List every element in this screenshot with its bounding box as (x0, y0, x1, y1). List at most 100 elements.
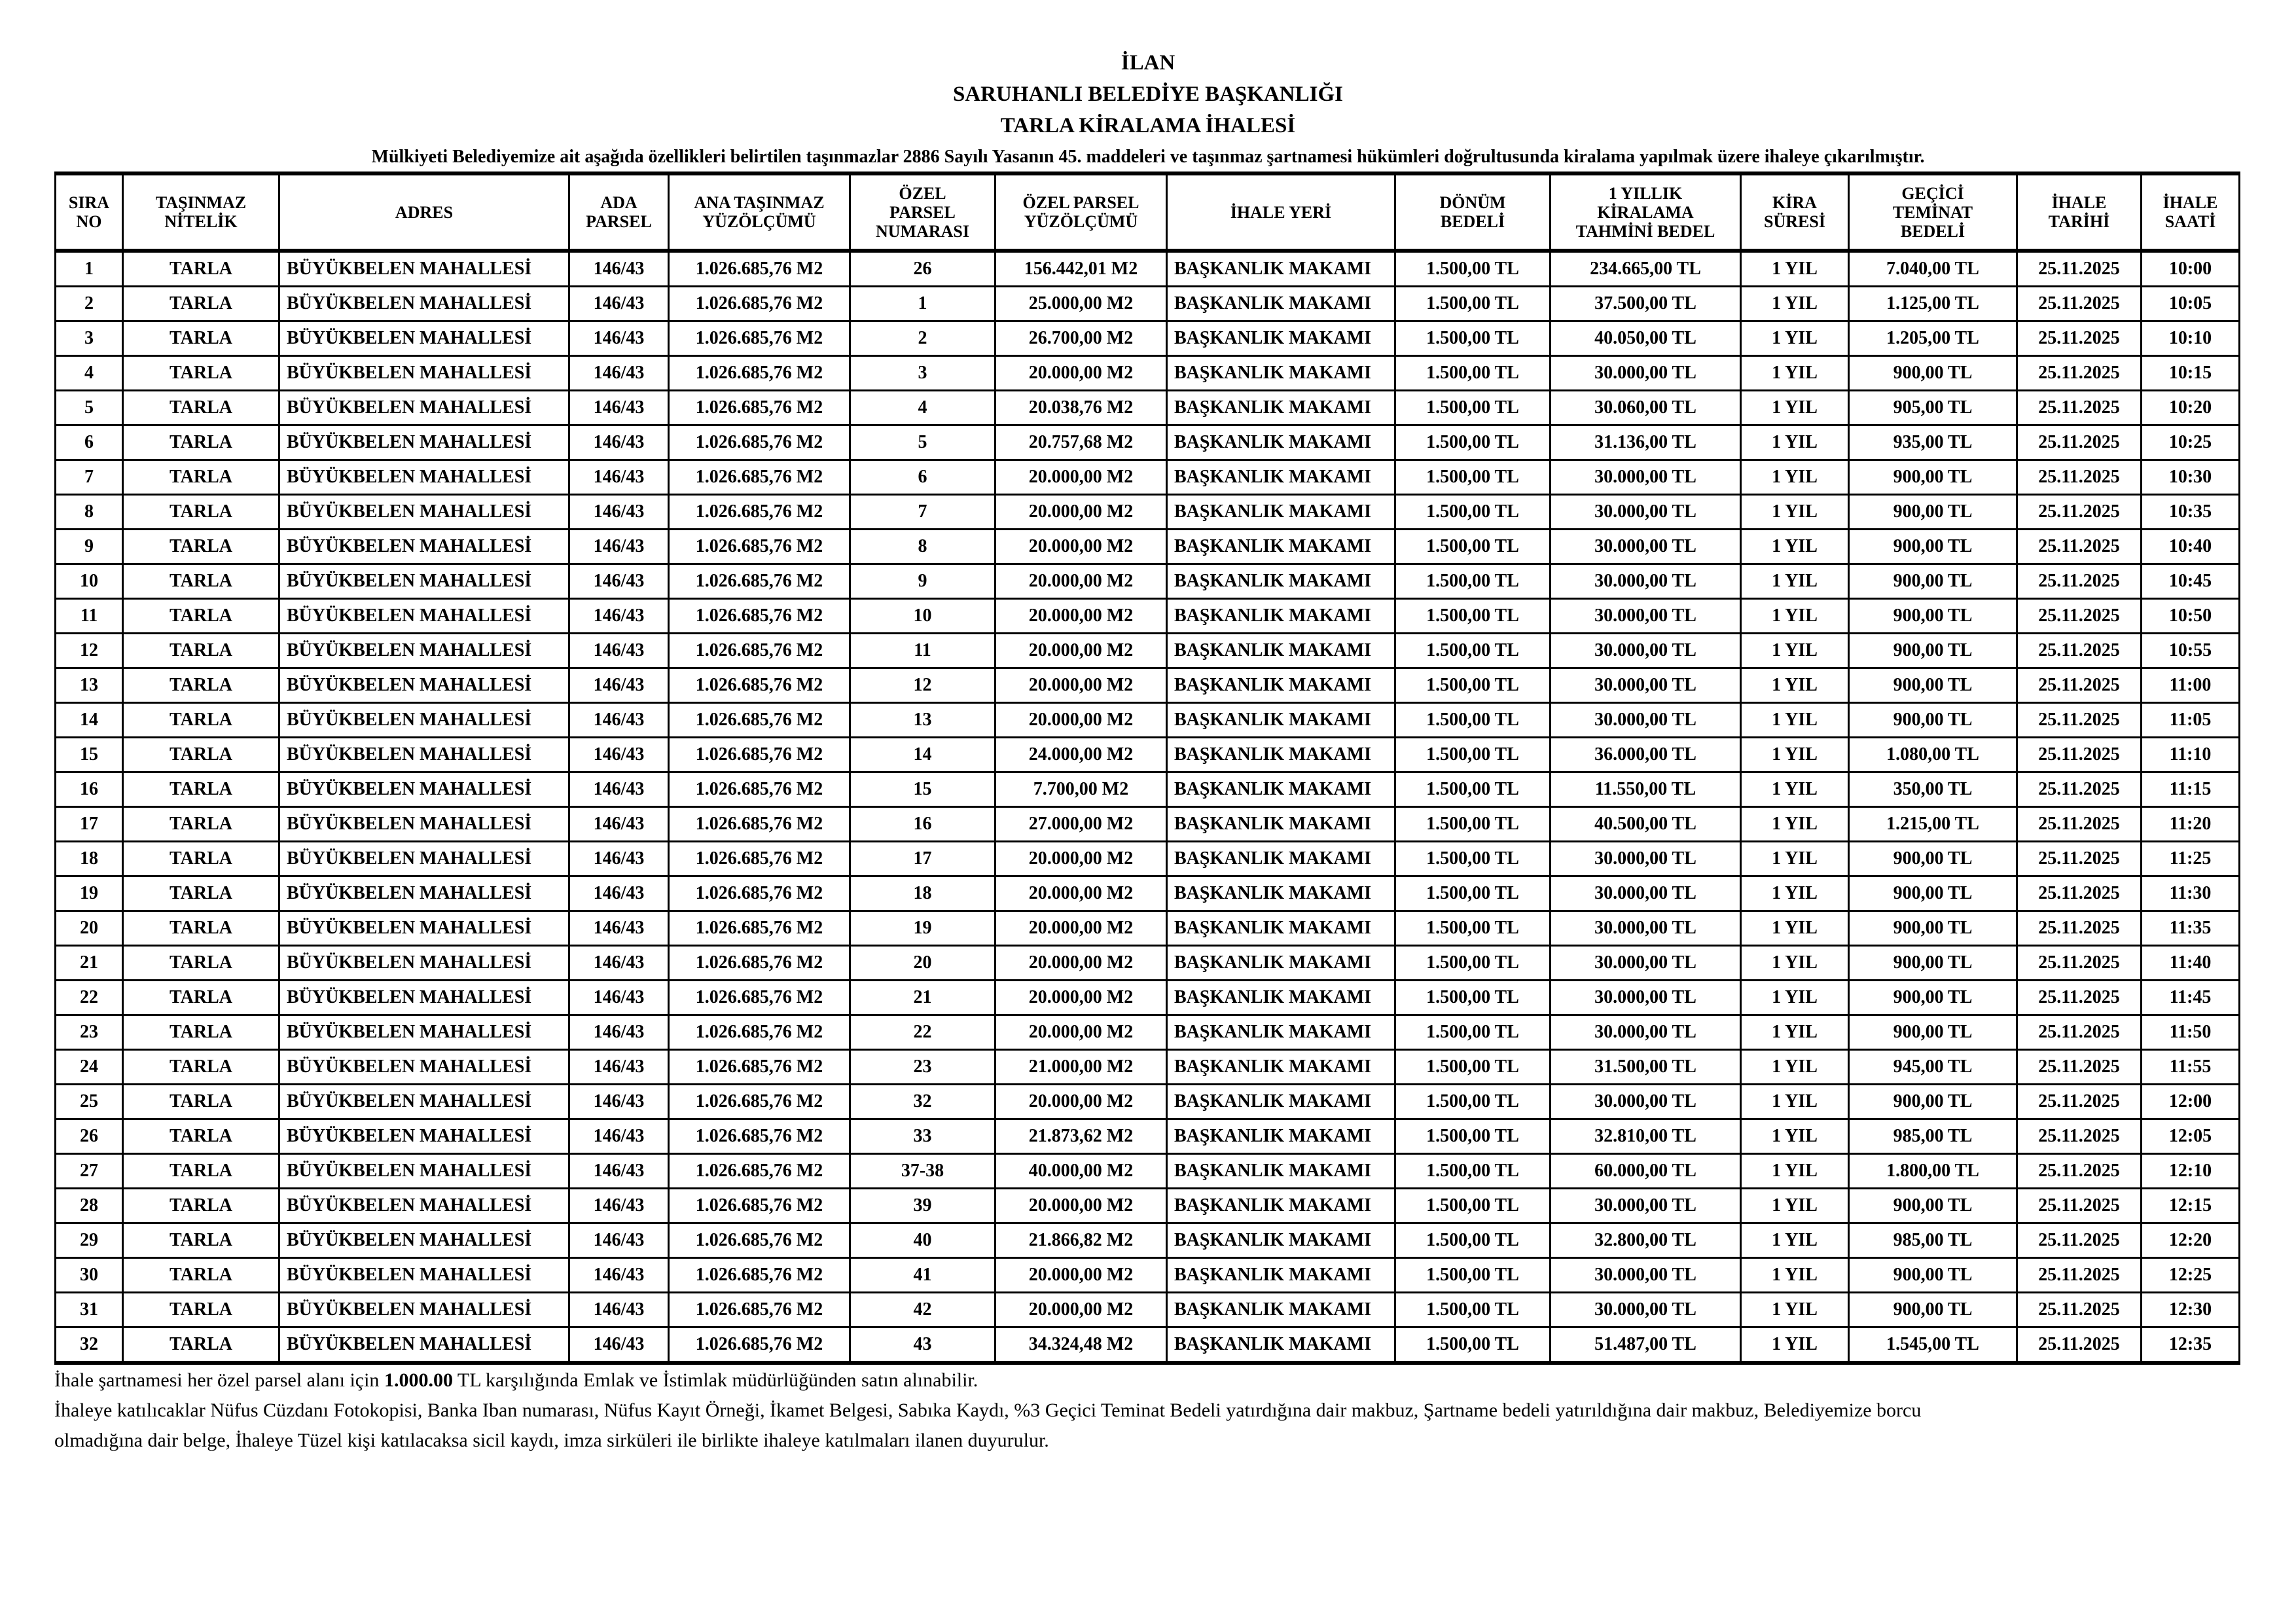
cell-kira-suresi: 1 YIL (1740, 1257, 1850, 1293)
cell-adres: BÜYÜKBELEN MAHALLESİ (278, 563, 570, 600)
cell-ozel-parsel-yuzolcumu: 20.000,00 M2 (994, 702, 1168, 738)
cell-ozel-parsel-numarasi: 1 (849, 285, 996, 322)
cell-adres: BÜYÜKBELEN MAHALLESİ (278, 1049, 570, 1085)
table-row: 10 TARLA BÜYÜKBELEN MAHALLESİ 146/43 1.026.6… (54, 563, 2240, 600)
cell-ozel-parsel-yuzolcumu: 7.700,00 M2 (994, 771, 1168, 808)
cell-tasinmaz-nitelik: TARLA (122, 320, 280, 357)
cell-kira-suresi: 1 YIL (1740, 806, 1850, 842)
cell-yillik-kiralama-bedeli: 36.000,00 TL (1549, 736, 1742, 773)
cell-ihale-tarihi: 25.11.2025 (2016, 528, 2142, 565)
cell-kira-suresi: 1 YIL (1740, 320, 1850, 357)
cell-tasinmaz-nitelik: TARLA (122, 1049, 280, 1085)
cell-sira-no: 17 (54, 806, 124, 842)
cell-ozel-parsel-yuzolcumu: 20.000,00 M2 (994, 979, 1168, 1016)
cell-kira-suresi: 1 YIL (1740, 1291, 1850, 1328)
cell-tasinmaz-nitelik: TARLA (122, 1257, 280, 1293)
cell-ihale-tarihi: 25.11.2025 (2016, 806, 2142, 842)
cell-kira-suresi: 1 YIL (1740, 910, 1850, 947)
cell-ihale-yeri: BAŞKANLIK MAKAMI (1166, 1118, 1396, 1155)
column-header-yillik-kiralama-bedeli: 1 YILLIK KİRALAMA TAHMİNİ BEDEL (1549, 172, 1742, 252)
cell-ihale-yeri: BAŞKANLIK MAKAMI (1166, 494, 1396, 530)
cell-ihale-saati: 10:20 (2140, 389, 2240, 426)
cell-sira-no: 11 (54, 598, 124, 634)
cell-ana-tasinmaz-yuzolcumu: 1.026.685,76 M2 (668, 1222, 851, 1259)
cell-ihale-yeri: BAŞKANLIK MAKAMI (1166, 355, 1396, 391)
note-text: TL karşılığında Emlak ve İstimlak müdürl… (452, 1369, 978, 1391)
table-row: 19 TARLA BÜYÜKBELEN MAHALLESİ 146/43 1.026.6… (54, 875, 2240, 912)
cell-ada-parsel: 146/43 (568, 771, 670, 808)
cell-gecici-teminat-bedeli: 900,00 TL (1848, 1014, 2018, 1051)
cell-ozel-parsel-yuzolcumu: 20.000,00 M2 (994, 494, 1168, 530)
cell-tasinmaz-nitelik: TARLA (122, 702, 280, 738)
table-body: 1 TARLA BÜYÜKBELEN MAHALLESİ 146/43 1.026.68… (54, 249, 2240, 1364)
cell-ozel-parsel-numarasi: 3 (849, 355, 996, 391)
cell-adres: BÜYÜKBELEN MAHALLESİ (278, 1187, 570, 1224)
cell-gecici-teminat-bedeli: 900,00 TL (1848, 355, 2018, 391)
cell-yillik-kiralama-bedeli: 30.000,00 TL (1549, 840, 1742, 877)
cell-gecici-teminat-bedeli: 900,00 TL (1848, 494, 2018, 530)
spec-purchase-note: İhale şartnamesi her özel parsel alanı i… (54, 1365, 2280, 1396)
cell-ozel-parsel-yuzolcumu: 20.000,00 M2 (994, 459, 1168, 496)
header-label: SIRA (68, 193, 110, 212)
cell-ozel-parsel-yuzolcumu: 20.000,00 M2 (994, 910, 1168, 947)
cell-ihale-saati: 11:00 (2140, 667, 2240, 704)
header-label: YÜZÖLÇÜMÜ (1024, 212, 1138, 231)
cell-sira-no: 31 (54, 1291, 124, 1328)
cell-donum-bedeli: 1.500,00 TL (1394, 355, 1551, 391)
cell-ada-parsel: 146/43 (568, 320, 670, 357)
cell-ihale-saati: 10:00 (2140, 249, 2240, 287)
table-row: 17 TARLA BÜYÜKBELEN MAHALLESİ 146/43 1.026.6… (54, 806, 2240, 842)
cell-adres: BÜYÜKBELEN MAHALLESİ (278, 528, 570, 565)
cell-donum-bedeli: 1.500,00 TL (1394, 875, 1551, 912)
cell-gecici-teminat-bedeli: 1.125,00 TL (1848, 285, 2018, 322)
cell-ihale-saati: 11:50 (2140, 1014, 2240, 1051)
cell-ihale-tarihi: 25.11.2025 (2016, 1153, 2142, 1189)
cell-ihale-tarihi: 25.11.2025 (2016, 598, 2142, 634)
cell-gecici-teminat-bedeli: 900,00 TL (1848, 1187, 2018, 1224)
cell-yillik-kiralama-bedeli: 30.000,00 TL (1549, 459, 1742, 496)
cell-ozel-parsel-yuzolcumu: 21.873,62 M2 (994, 1118, 1168, 1155)
cell-donum-bedeli: 1.500,00 TL (1394, 736, 1551, 773)
cell-ozel-parsel-numarasi: 33 (849, 1118, 996, 1155)
cell-ada-parsel: 146/43 (568, 424, 670, 461)
cell-yillik-kiralama-bedeli: 30.000,00 TL (1549, 910, 1742, 947)
table-row: 4 TARLA BÜYÜKBELEN MAHALLESİ 146/43 1.026.68… (54, 355, 2240, 391)
cell-sira-no: 23 (54, 1014, 124, 1051)
cell-yillik-kiralama-bedeli: 30.000,00 TL (1549, 979, 1742, 1016)
cell-ozel-parsel-yuzolcumu: 20.000,00 M2 (994, 840, 1168, 877)
table-row: 18 TARLA BÜYÜKBELEN MAHALLESİ 146/43 1.026.6… (54, 840, 2240, 877)
table-row: 15 TARLA BÜYÜKBELEN MAHALLESİ 146/43 1.026.6… (54, 736, 2240, 773)
cell-ana-tasinmaz-yuzolcumu: 1.026.685,76 M2 (668, 1014, 851, 1051)
cell-adres: BÜYÜKBELEN MAHALLESİ (278, 875, 570, 912)
table-row: 28 TARLA BÜYÜKBELEN MAHALLESİ 146/43 1.026.6… (54, 1187, 2240, 1224)
cell-ana-tasinmaz-yuzolcumu: 1.026.685,76 M2 (668, 1118, 851, 1155)
cell-donum-bedeli: 1.500,00 TL (1394, 979, 1551, 1016)
table-row: 3 TARLA BÜYÜKBELEN MAHALLESİ 146/43 1.026.68… (54, 320, 2240, 357)
cell-adres: BÜYÜKBELEN MAHALLESİ (278, 1083, 570, 1120)
cell-adres: BÜYÜKBELEN MAHALLESİ (278, 1118, 570, 1155)
cell-ana-tasinmaz-yuzolcumu: 1.026.685,76 M2 (668, 528, 851, 565)
header-label: TEMİNAT (1892, 202, 1973, 222)
cell-sira-no: 30 (54, 1257, 124, 1293)
table-row: 2 TARLA BÜYÜKBELEN MAHALLESİ 146/43 1.026.68… (54, 285, 2240, 322)
cell-ozel-parsel-numarasi: 19 (849, 910, 996, 947)
cell-ana-tasinmaz-yuzolcumu: 1.026.685,76 M2 (668, 249, 851, 287)
cell-kira-suresi: 1 YIL (1740, 1014, 1850, 1051)
cell-gecici-teminat-bedeli: 900,00 TL (1848, 667, 2018, 704)
header-label: ANA TAŞINMAZ (694, 193, 825, 212)
cell-ozel-parsel-yuzolcumu: 20.000,00 M2 (994, 632, 1168, 669)
cell-ana-tasinmaz-yuzolcumu: 1.026.685,76 M2 (668, 945, 851, 981)
cell-ozel-parsel-numarasi: 5 (849, 424, 996, 461)
cell-tasinmaz-nitelik: TARLA (122, 494, 280, 530)
cell-ana-tasinmaz-yuzolcumu: 1.026.685,76 M2 (668, 1153, 851, 1189)
cell-ozel-parsel-yuzolcumu: 20.000,00 M2 (994, 528, 1168, 565)
table-row: 7 TARLA BÜYÜKBELEN MAHALLESİ 146/43 1.026.68… (54, 459, 2240, 496)
cell-ihale-tarihi: 25.11.2025 (2016, 840, 2142, 877)
cell-ana-tasinmaz-yuzolcumu: 1.026.685,76 M2 (668, 1291, 851, 1328)
cell-tasinmaz-nitelik: TARLA (122, 1291, 280, 1328)
cell-ana-tasinmaz-yuzolcumu: 1.026.685,76 M2 (668, 355, 851, 391)
cell-ozel-parsel-yuzolcumu: 27.000,00 M2 (994, 806, 1168, 842)
cell-adres: BÜYÜKBELEN MAHALLESİ (278, 355, 570, 391)
cell-ada-parsel: 146/43 (568, 459, 670, 496)
cell-ihale-yeri: BAŞKANLIK MAKAMI (1166, 285, 1396, 322)
